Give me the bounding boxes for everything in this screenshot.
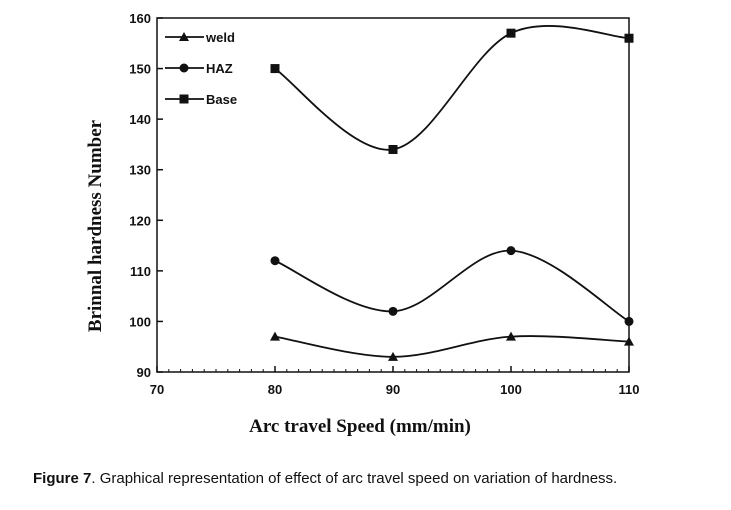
x-axis: 70 80 90 100 110: [150, 366, 640, 397]
y-axis-label: Brinnal hardness Number: [85, 119, 106, 332]
data-point-base: [270, 64, 280, 74]
series-group: [270, 25, 634, 361]
legend-item-weld: weld: [165, 30, 235, 45]
y-tick-label: 130: [129, 163, 151, 178]
y-tick-label: 100: [129, 314, 151, 329]
y-tick-label: 90: [137, 365, 151, 380]
x-tick-label: 110: [619, 382, 640, 397]
figure-label: Figure 7: [33, 470, 92, 487]
legend: weld HAZ Base: [165, 30, 237, 107]
series-line-base: [274, 25, 630, 151]
legend-label: weld: [205, 30, 235, 45]
legend-item-base: Base: [165, 92, 237, 107]
caption-text: . Graphical representation of effect of …: [91, 470, 618, 487]
figure-caption: Figure 7. Graphical representation of ef…: [33, 470, 617, 487]
data-point-haz: [388, 306, 398, 316]
data-point-base: [388, 144, 398, 154]
data-point-base: [624, 33, 634, 43]
y-tick-label: 110: [130, 264, 151, 279]
data-point-weld: [270, 331, 280, 341]
legend-marker: [179, 63, 189, 73]
data-point-weld: [624, 336, 634, 346]
x-tick-label: 90: [386, 382, 400, 397]
x-tick-label: 80: [268, 382, 282, 397]
data-point-haz: [506, 246, 516, 256]
series-weld: [270, 331, 634, 361]
chart: 90 100 110 120 130 140 150 160 70 80 90 100 110 wel…: [85, 11, 640, 437]
series-haz: [270, 246, 634, 326]
legend-label: HAZ: [206, 61, 233, 76]
legend-label: Base: [206, 92, 237, 107]
data-point-weld: [388, 351, 398, 361]
y-tick-label: 150: [129, 62, 151, 77]
data-point-haz: [624, 316, 634, 326]
y-tick-label: 140: [129, 112, 151, 127]
data-point-haz: [270, 256, 280, 266]
y-axis: 90 100 110 120 130 140 150 160: [129, 11, 163, 380]
series-line-haz: [274, 249, 630, 323]
series-line-weld: [274, 335, 630, 358]
legend-marker: [179, 32, 189, 41]
legend-item-haz: HAZ: [165, 61, 233, 76]
x-tick-label: 100: [500, 382, 522, 397]
data-point-weld: [506, 331, 516, 341]
x-tick-label: 70: [150, 382, 164, 397]
y-tick-label: 120: [129, 213, 151, 228]
series-base: [270, 25, 634, 154]
data-point-base: [506, 28, 516, 38]
y-tick-label: 160: [129, 11, 151, 26]
legend-marker: [179, 94, 189, 104]
x-axis-label: Arc travel Speed (mm/min): [249, 416, 471, 437]
